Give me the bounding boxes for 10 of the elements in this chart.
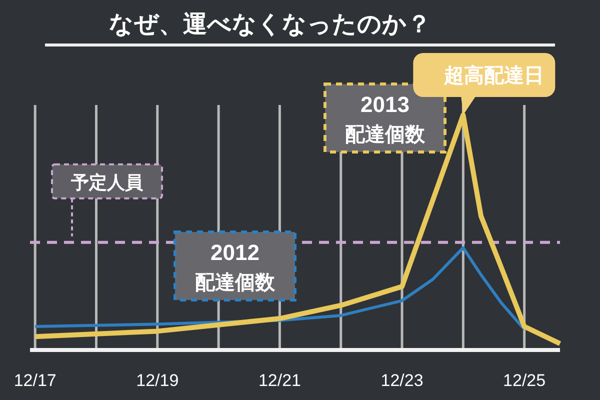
x-tick-label: 12/25 <box>503 371 546 390</box>
x-tick-label: 12/23 <box>380 371 424 390</box>
ref-line-label: 予定人員 <box>70 172 144 192</box>
x-tick-label: 12/17 <box>14 371 56 390</box>
chart-title: なぜ、運べなくなったのか？ <box>109 11 431 38</box>
annotation: 超高配達日 <box>443 64 544 87</box>
series-label: 2012 配達個数 <box>195 240 276 294</box>
x-tick-label: 12/21 <box>258 371 301 390</box>
x-tick-label: 12/19 <box>136 371 179 390</box>
series-label: 2013 配達個数 <box>345 92 426 146</box>
